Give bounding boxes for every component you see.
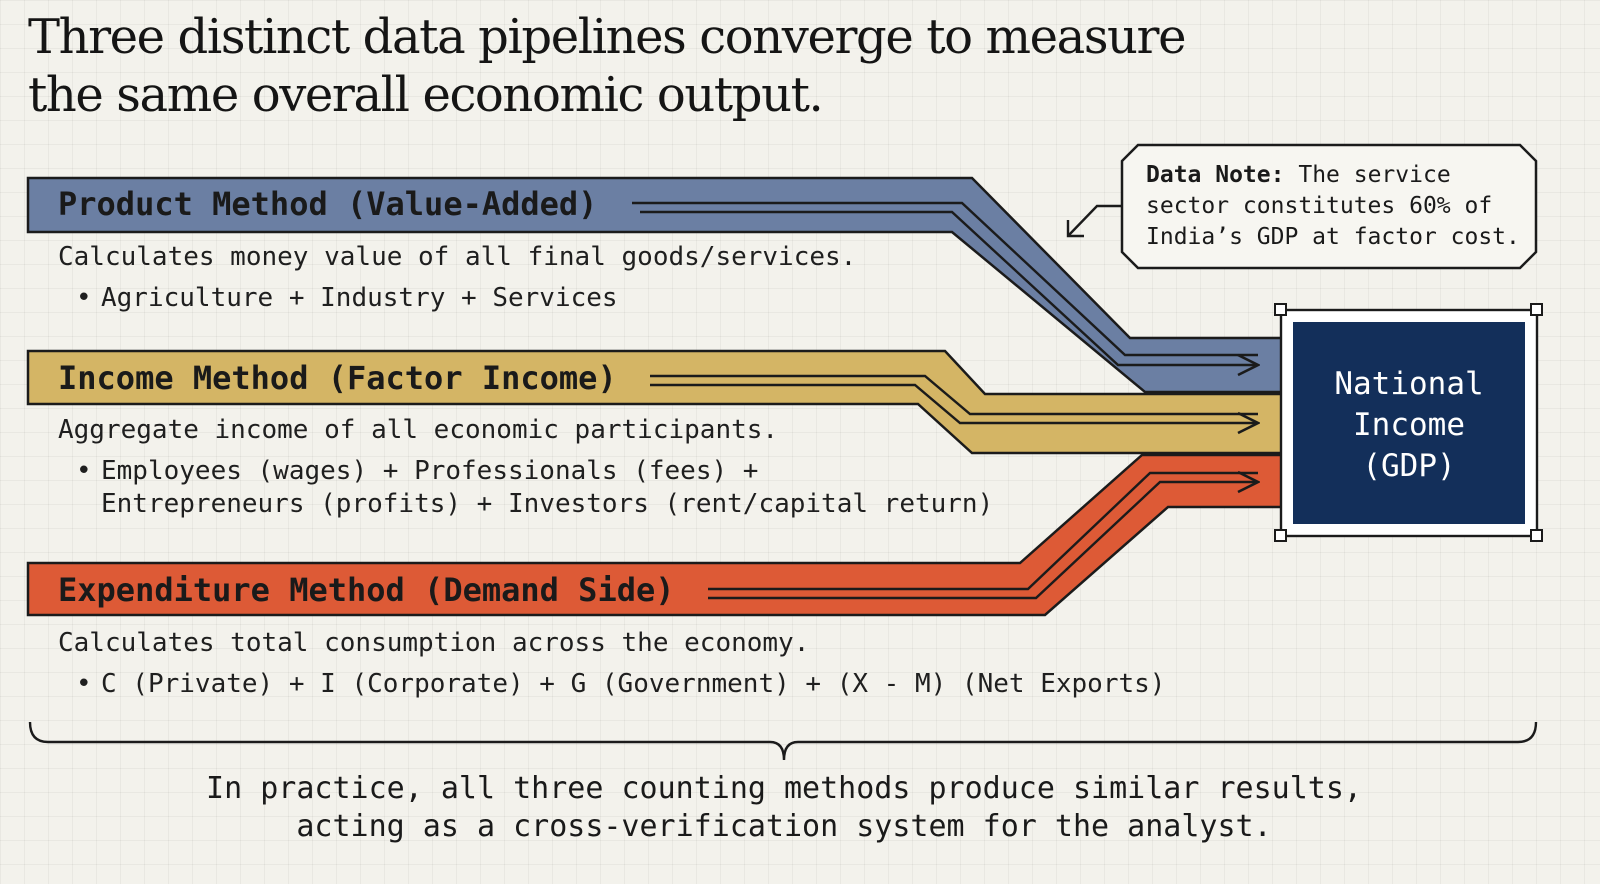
expenditure-method-description: Calculates total consumption across the … <box>58 628 810 658</box>
expenditure-method-formula: C (Private) + I (Corporate) + G (Governm… <box>76 668 1165 700</box>
data-note-box <box>1120 143 1538 270</box>
arrow-down-left-icon <box>1066 204 1122 238</box>
national-income-box <box>1274 303 1543 542</box>
income-method-formula: Employees (wages) + Professionals (fees)… <box>76 455 758 487</box>
product-flow-lines <box>632 201 1258 365</box>
arrow-right-icon <box>708 482 1258 600</box>
product-method-description: Calculates money value of all final good… <box>58 242 857 272</box>
income-flow-lines <box>650 374 1258 423</box>
national-income-label: National Income (GDP) <box>1334 366 1484 484</box>
income-method-label: Income Method (Factor Income) <box>58 359 617 397</box>
income-method-formula-cont: Entrepreneurs (profits) + Investors (ren… <box>101 489 994 519</box>
curly-brace-icon <box>28 721 1538 761</box>
product-method-label: Product Method (Value-Added) <box>58 185 598 223</box>
arrow-right-icon <box>640 210 1258 365</box>
data-note-body: The service sector constitutes 60% of In… <box>1146 162 1520 250</box>
income-method-description: Aggregate income of all economic partici… <box>58 415 779 445</box>
expenditure-method-label: Expenditure Method (Demand Side) <box>58 571 675 609</box>
expenditure-flow-lines <box>708 473 1258 600</box>
data-note-prefix: Data Note: <box>1146 162 1285 188</box>
product-method-formula: Agriculture + Industry + Services <box>76 282 618 314</box>
footer-conclusion: In practice, all three counting methods … <box>206 771 1362 844</box>
arrow-right-icon <box>650 383 1258 423</box>
page-title: Three distinct data pipelines converge t… <box>28 9 1187 123</box>
data-note-text: Data Note: The service sector constitute… <box>1146 160 1526 253</box>
